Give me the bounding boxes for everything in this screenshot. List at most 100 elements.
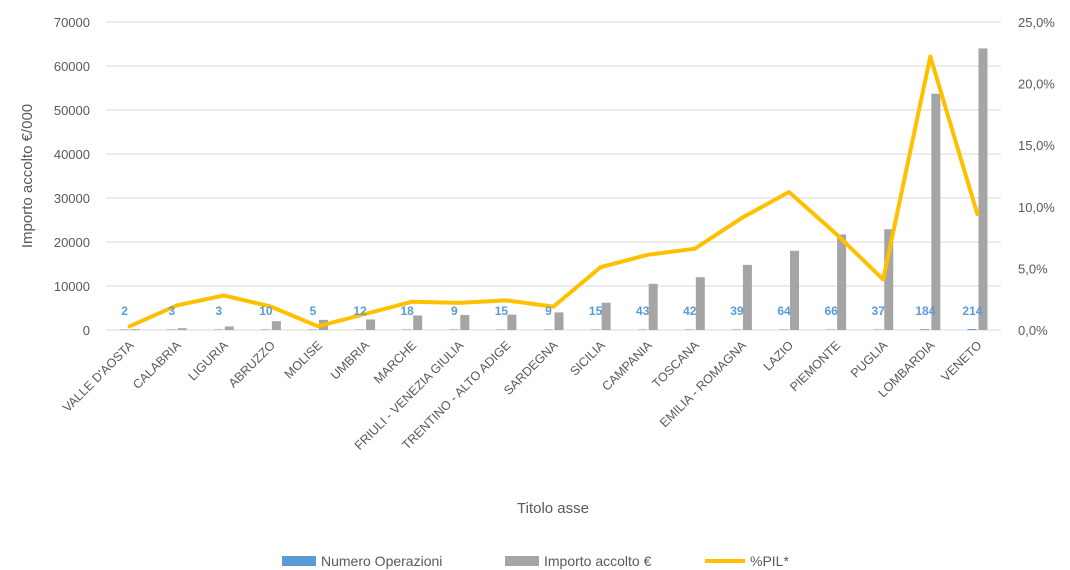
x-category-label: PIEMONTE <box>787 338 843 394</box>
x-category-label: LAZIO <box>761 338 797 374</box>
data-label-numero-operazioni: 37 <box>872 304 886 318</box>
y-tick-label: 20000 <box>54 235 90 250</box>
bar-importo-accolto <box>460 315 470 330</box>
bar-numero-operazioni <box>402 329 412 330</box>
x-category-label: UMBRIA <box>328 338 373 383</box>
y-tick-label: 60000 <box>54 59 90 74</box>
bar-numero-operazioni <box>260 329 270 330</box>
data-label-numero-operazioni: 18 <box>401 304 415 318</box>
legend-swatch-importo-accolto <box>505 556 539 566</box>
bar-numero-operazioni <box>731 329 741 330</box>
y2-tick-label: 10,0% <box>1018 200 1055 215</box>
data-label-numero-operazioni: 3 <box>168 304 175 318</box>
x-category-label: VENETO <box>938 338 984 384</box>
bar-numero-operazioni <box>543 329 553 330</box>
bar-numero-operazioni <box>166 329 176 330</box>
legend-label-numero-operazioni: Numero Operazioni <box>321 553 442 569</box>
left-axis-ticks: 0 10000 20000 30000 40000 50000 60000 70000 <box>54 15 90 338</box>
legend: Numero Operazioni Importo accolto € %PIL… <box>282 553 789 569</box>
bar-importo-accolto <box>931 93 941 330</box>
data-label-numero-operazioni: 2 <box>121 304 128 318</box>
bar-importo-accolto <box>366 319 376 330</box>
data-label-numero-operazioni: 9 <box>545 304 552 318</box>
data-label-numero-operazioni: 42 <box>683 304 697 318</box>
bar-importo-accolto <box>507 314 517 330</box>
legend-label-pil: %PIL* <box>750 553 789 569</box>
x-category-label: CAMPANIA <box>599 338 655 394</box>
y2-tick-label: 15,0% <box>1018 138 1055 153</box>
x-category-label: MARCHE <box>371 338 419 386</box>
data-label-numero-operazioni: 9 <box>451 304 458 318</box>
bar-numero-operazioni <box>826 329 836 330</box>
right-axis-ticks: 0,0% 5,0% 10,0% 15,0% 20,0% 25,0% <box>1018 15 1055 338</box>
line-pil <box>127 54 980 329</box>
bar-numero-operazioni <box>637 329 647 330</box>
data-label-numero-operazioni: 66 <box>824 304 838 318</box>
data-label-numero-operazioni: 12 <box>353 304 367 318</box>
bar-numero-operazioni <box>355 329 365 330</box>
bar-numero-operazioni <box>779 329 789 330</box>
data-label-numero-operazioni: 5 <box>310 304 317 318</box>
bar-importo-accolto <box>742 264 752 330</box>
bar-numero-operazioni <box>920 329 930 330</box>
y-tick-label: 50000 <box>54 103 90 118</box>
bar-numero-operazioni <box>590 329 600 330</box>
y2-tick-label: 20,0% <box>1018 77 1055 92</box>
x-category-label: CALABRIA <box>130 338 184 392</box>
x-category-label: LIGURIA <box>186 338 232 384</box>
bar-numero-operazioni <box>967 329 977 330</box>
y-tick-label: 10000 <box>54 279 90 294</box>
bar-numero-operazioni <box>496 329 506 330</box>
bar-importo-accolto <box>884 229 894 330</box>
bars <box>119 48 988 331</box>
bar-numero-operazioni <box>873 329 883 330</box>
x-category-label: EMILIA - ROMAGNA <box>657 338 749 430</box>
bar-importo-accolto <box>413 315 423 330</box>
bar-importo-accolto <box>695 277 705 330</box>
bar-importo-accolto <box>648 283 658 330</box>
bar-importo-accolto <box>177 328 187 330</box>
bar-importo-accolto <box>790 250 800 330</box>
x-category-label: ABRUZZO <box>226 338 278 390</box>
gridlines <box>106 21 1001 287</box>
data-label-numero-operazioni: 10 <box>259 304 273 318</box>
legend-label-importo-accolto: Importo accolto € <box>544 553 652 569</box>
x-category-label: PUGLIA <box>848 338 891 381</box>
bar-numero-operazioni <box>213 329 223 330</box>
y-axis-title: Importo accolto €/000 <box>19 104 36 248</box>
data-label-numero-operazioni: 214 <box>962 304 982 318</box>
x-axis-title: Titolo asse <box>517 500 589 517</box>
y-tick-label: 30000 <box>54 191 90 206</box>
y-tick-label: 70000 <box>54 15 90 30</box>
data-label-numero-operazioni: 64 <box>777 304 791 318</box>
bar-importo-accolto <box>130 329 140 330</box>
y-tick-label: 40000 <box>54 147 90 162</box>
data-label-numero-operazioni: 39 <box>730 304 744 318</box>
bar-importo-accolto <box>271 321 281 330</box>
y2-tick-label: 25,0% <box>1018 15 1055 30</box>
pil-line-series <box>127 54 980 329</box>
data-labels: 2 3 3 10 5 12 18 9 15 9 15 43 42 39 64 66 37 184 214 <box>121 304 983 318</box>
bar-numero-operazioni <box>307 329 317 330</box>
legend-swatch-numero-operazioni <box>282 556 316 566</box>
data-label-numero-operazioni: 15 <box>589 304 603 318</box>
bar-importo-accolto <box>224 326 234 330</box>
x-category-label: MOLISE <box>282 338 325 381</box>
x-category-label: VALLE D'AOSTA <box>60 338 137 415</box>
x-category-label: SICILIA <box>567 338 608 379</box>
bar-numero-operazioni <box>684 329 694 330</box>
bar-numero-operazioni <box>449 329 459 330</box>
bar-numero-operazioni <box>119 329 129 330</box>
bar-importo-accolto <box>601 302 611 330</box>
data-label-numero-operazioni: 184 <box>915 304 935 318</box>
y2-tick-label: 0,0% <box>1018 323 1048 338</box>
data-label-numero-operazioni: 3 <box>215 304 222 318</box>
bar-importo-accolto <box>554 312 564 330</box>
y-tick-label: 0 <box>83 323 90 338</box>
data-label-numero-operazioni: 15 <box>495 304 509 318</box>
bar-importo-accolto <box>837 234 847 330</box>
y2-tick-label: 5,0% <box>1018 261 1048 276</box>
bar-importo-accolto <box>978 48 988 331</box>
